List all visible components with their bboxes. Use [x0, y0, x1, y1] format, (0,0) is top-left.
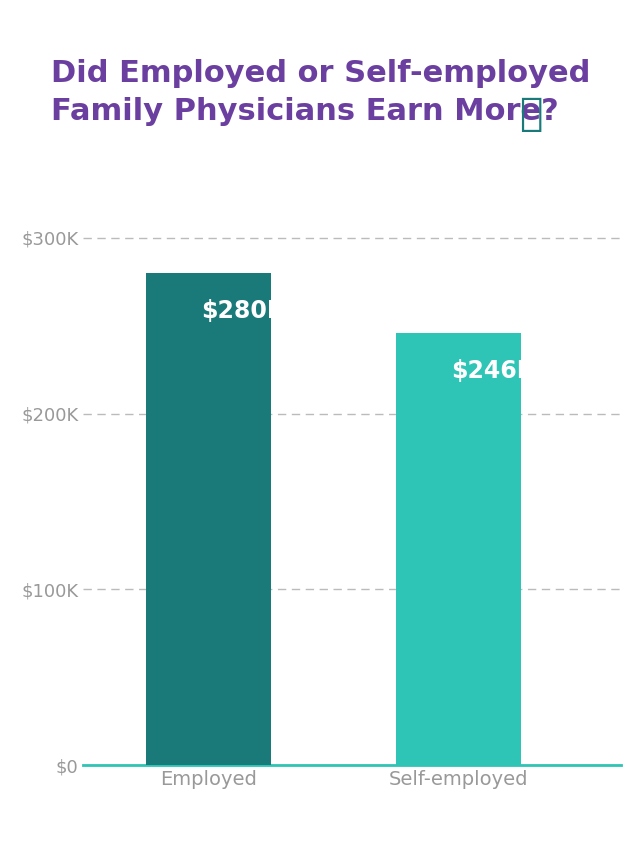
Bar	[396, 333, 521, 765]
Text: $280K: $280K	[201, 299, 285, 323]
Text: Did Employed or Self-employed: Did Employed or Self-employed	[51, 59, 591, 87]
Text: Family Physicians Earn More?: Family Physicians Earn More?	[51, 97, 559, 125]
Text: $246K: $246K	[451, 359, 535, 383]
Text: 🏥: 🏥	[520, 94, 543, 133]
Bar	[146, 273, 271, 765]
